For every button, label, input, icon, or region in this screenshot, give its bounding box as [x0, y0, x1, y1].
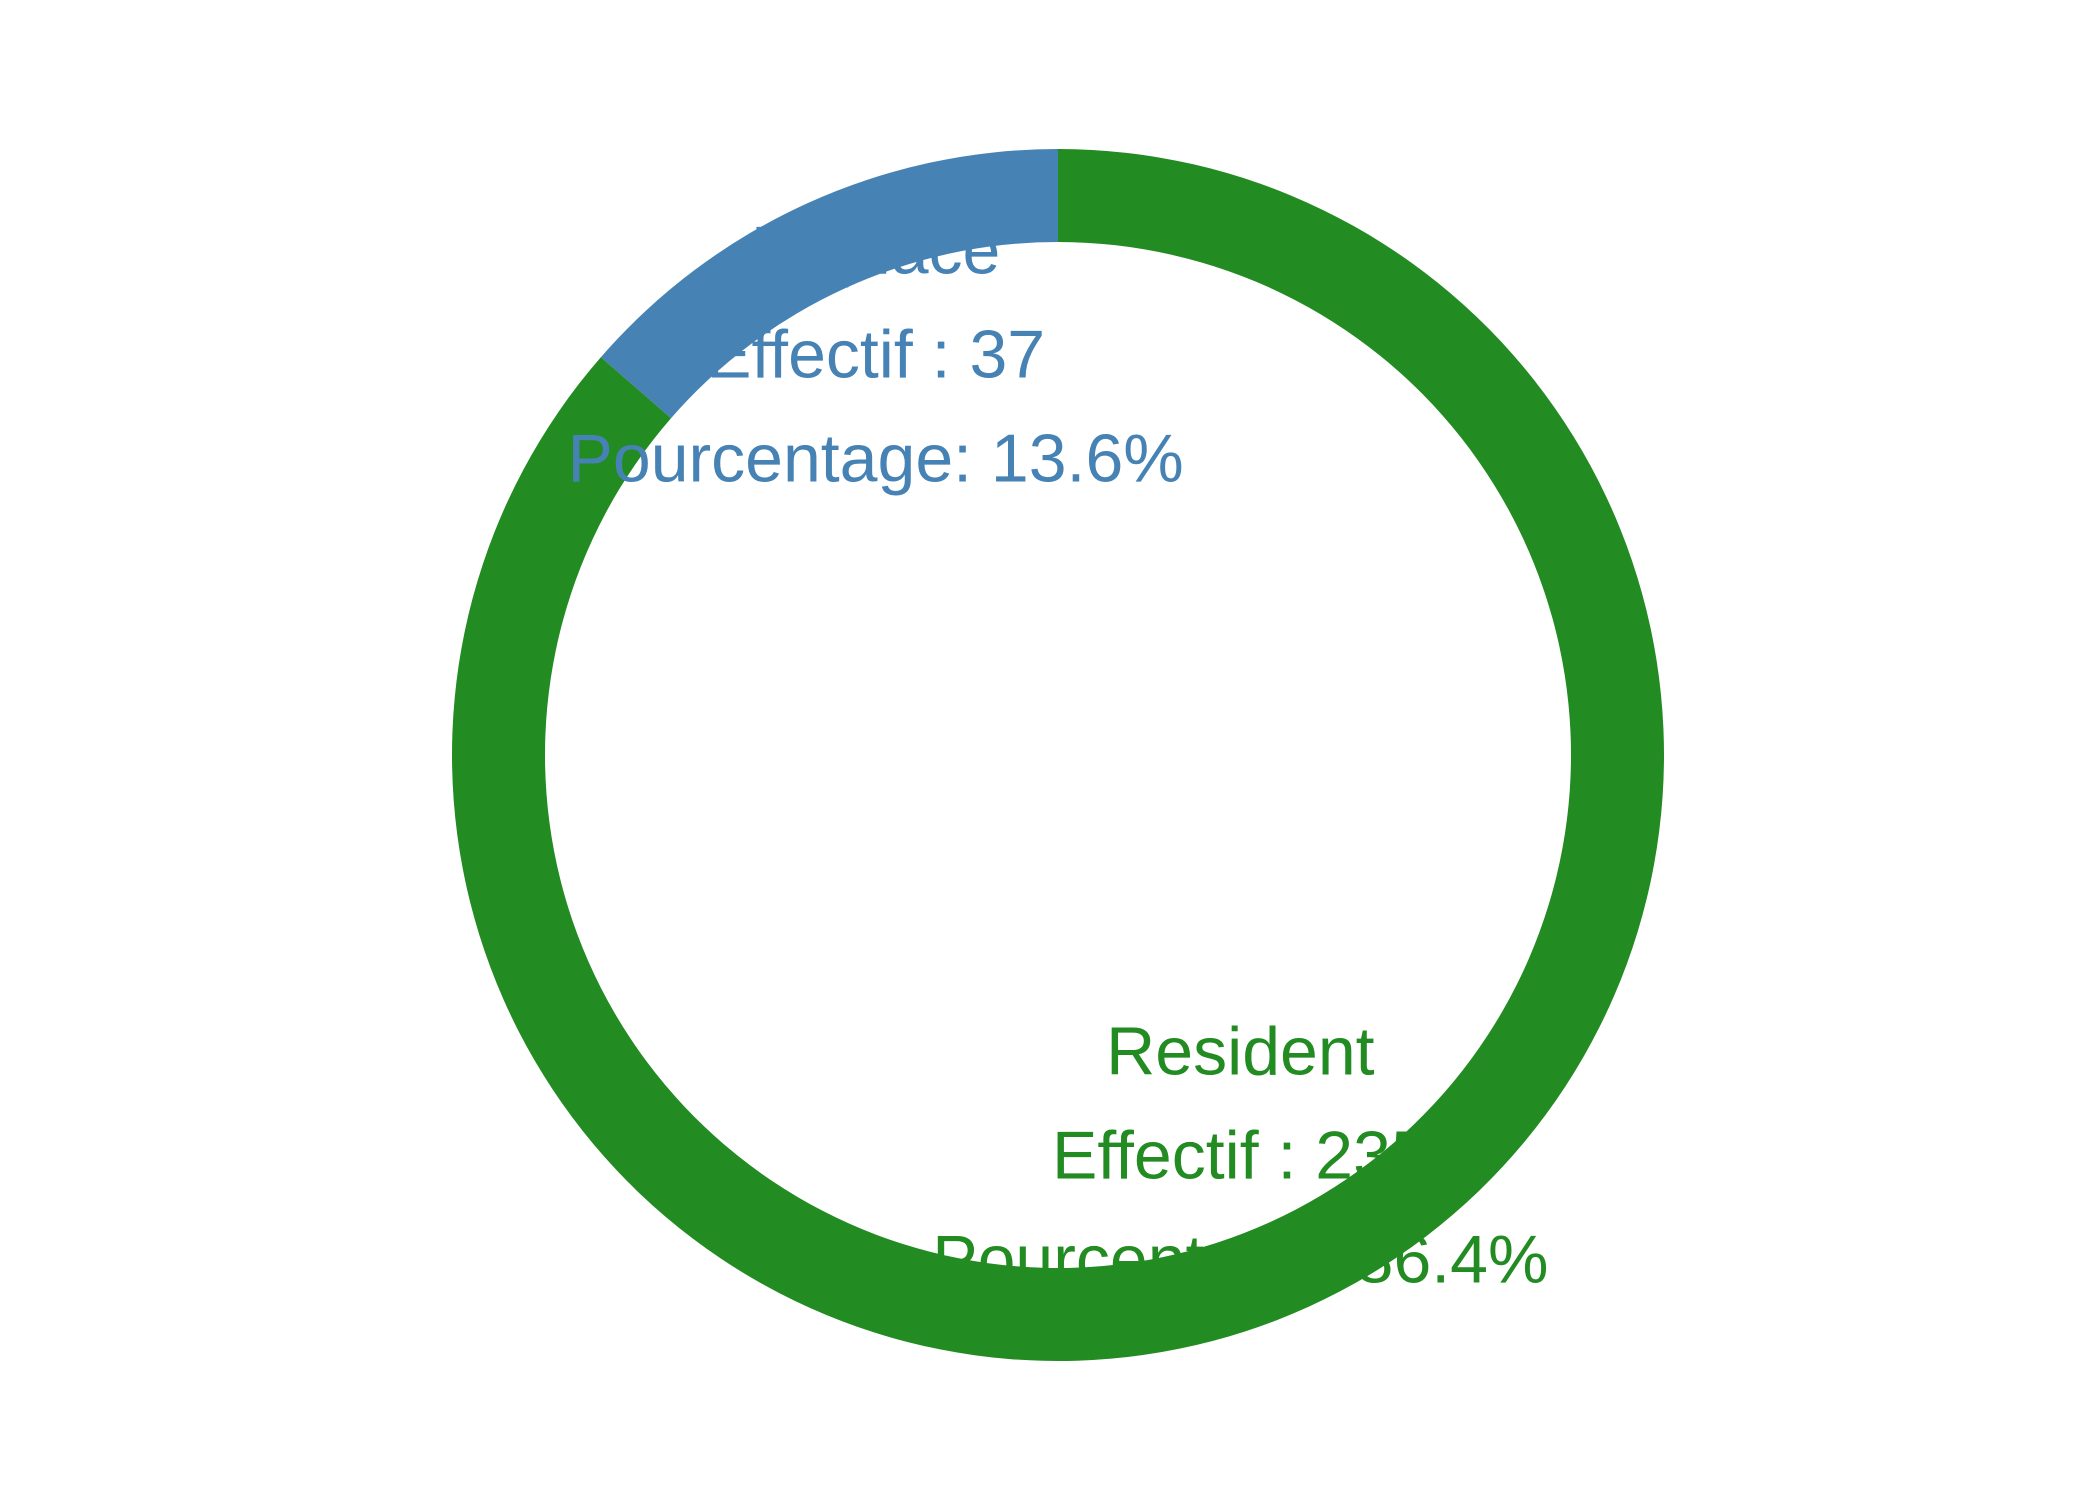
label-group-resident: Resident Effectif : 235 Pourcentage: 86.4%: [932, 1013, 1548, 1297]
label-deplace-line-2: Effectif : 37: [706, 317, 1045, 393]
label-resident-line-3: Pourcentage: 86.4%: [932, 1221, 1548, 1297]
label-deplace-line-1: Déplacé: [751, 213, 1001, 289]
donut-labels: Déplacé Effectif : 37 Pourcentage: 13.6% Re…: [568, 213, 1549, 1298]
donut-slices: [452, 149, 1665, 1361]
label-resident-line-1: Resident: [1106, 1013, 1374, 1089]
label-group-deplace: Déplacé Effectif : 37 Pourcentage: 13.6%: [568, 213, 1184, 497]
label-resident-line-2: Effectif : 235: [1052, 1117, 1429, 1193]
label-deplace-line-3: Pourcentage: 13.6%: [568, 421, 1184, 497]
donut-slice-deplace: [600, 149, 1058, 419]
